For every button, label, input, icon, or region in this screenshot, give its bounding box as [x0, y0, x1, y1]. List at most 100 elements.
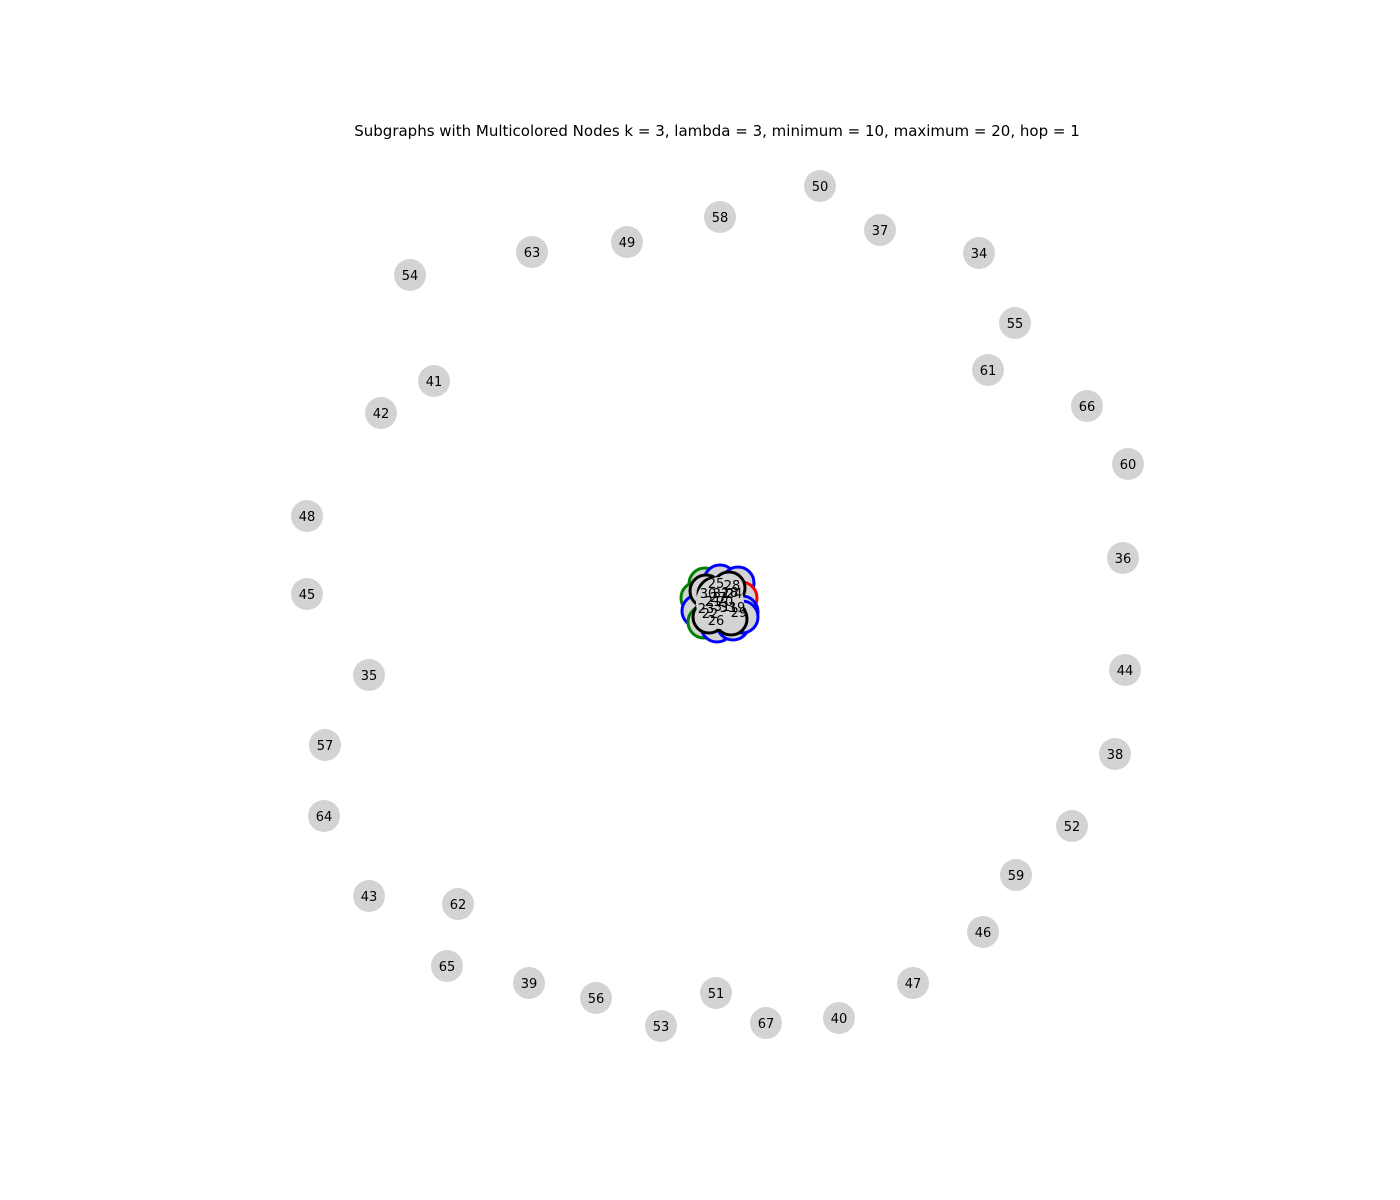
figure-title: Subgraphs with Multicolored Nodes k = 3,… [354, 122, 1080, 140]
node-circle [823, 1002, 855, 1034]
node-label: 58 [712, 211, 729, 226]
cluster-node-label-25: 25 [708, 577, 725, 592]
node-label: 53 [653, 1020, 670, 1035]
node-circle [580, 982, 612, 1014]
node-37: 37 [864, 214, 896, 246]
node-53: 53 [645, 1010, 677, 1042]
node-circle [1109, 654, 1141, 686]
node-label: 63 [524, 246, 541, 261]
node-64: 64 [308, 800, 340, 832]
node-55: 55 [999, 307, 1031, 339]
cluster-node-label-18: 18 [722, 586, 739, 601]
node-circle [516, 236, 548, 268]
node-36: 36 [1107, 542, 1139, 574]
node-41: 41 [418, 365, 450, 397]
node-35: 35 [353, 659, 385, 691]
cluster-node-label-29: 29 [731, 606, 748, 621]
node-43: 43 [353, 880, 385, 912]
node-46: 46 [967, 916, 999, 948]
node-57: 57 [309, 729, 341, 761]
node-44: 44 [1109, 654, 1141, 686]
node-52: 52 [1056, 810, 1088, 842]
node-39: 39 [513, 967, 545, 999]
node-circle [1107, 542, 1139, 574]
node-circle [1056, 810, 1088, 842]
cluster-core [696, 577, 744, 629]
node-circle [700, 977, 732, 1009]
node-label: 38 [1107, 748, 1124, 763]
node-circle [611, 226, 643, 258]
node-label: 47 [905, 977, 922, 992]
cluster-node-label-21: 21 [705, 595, 722, 610]
node-circle [750, 1007, 782, 1039]
node-circle [645, 1010, 677, 1042]
node-label: 64 [316, 810, 333, 825]
node-label: 60 [1120, 458, 1137, 473]
cluster-node-label-23: 23 [698, 602, 715, 617]
cluster-node-label-26: 26 [708, 614, 725, 629]
cluster-node-label-31: 31 [714, 600, 731, 615]
node-label: 42 [373, 407, 390, 422]
node-label: 55 [1007, 317, 1024, 332]
node-label: 54 [402, 269, 419, 284]
node-54: 54 [394, 259, 426, 291]
node-label: 57 [317, 739, 334, 754]
node-circle [999, 307, 1031, 339]
node-label: 43 [361, 890, 378, 905]
cluster-node-label-22: 22 [702, 607, 719, 622]
cluster-node-label-24: 24 [726, 587, 743, 602]
node-48: 48 [291, 500, 323, 532]
node-59: 59 [1000, 859, 1032, 891]
node-38: 38 [1099, 738, 1131, 770]
node-49: 49 [611, 226, 643, 258]
node-label: 59 [1008, 869, 1025, 884]
cluster-node-label-27: 27 [710, 591, 727, 606]
node-label: 51 [708, 987, 725, 1002]
node-63: 63 [516, 236, 548, 268]
node-circle [1099, 738, 1131, 770]
node-circle [804, 170, 836, 202]
node-circle [1071, 390, 1103, 422]
node-circle [418, 365, 450, 397]
node-circle [442, 888, 474, 920]
node-label: 44 [1117, 664, 1134, 679]
node-65: 65 [431, 950, 463, 982]
node-62: 62 [442, 888, 474, 920]
cluster-node-label-33: 33 [720, 601, 737, 616]
node-label: 65 [439, 960, 456, 975]
node-60: 60 [1112, 448, 1144, 480]
node-circle [704, 201, 736, 233]
node-label: 62 [450, 898, 467, 913]
node-58: 58 [704, 201, 736, 233]
node-label: 35 [361, 669, 378, 684]
node-circle [972, 354, 1004, 386]
node-label: 37 [872, 224, 889, 239]
node-circle [1000, 859, 1032, 891]
node-label: 50 [812, 180, 829, 195]
node-67: 67 [750, 1007, 782, 1039]
node-circle [353, 880, 385, 912]
node-label: 34 [971, 247, 988, 262]
node-circle [967, 916, 999, 948]
node-circle [291, 578, 323, 610]
node-56: 56 [580, 982, 612, 1014]
node-50: 50 [804, 170, 836, 202]
node-label: 52 [1064, 820, 1081, 835]
node-label: 41 [426, 375, 443, 390]
node-label: 46 [975, 926, 992, 941]
node-51: 51 [700, 977, 732, 1009]
cluster-node-label-19: 19 [729, 601, 746, 616]
cluster-node-label-20: 20 [717, 595, 734, 610]
node-42: 42 [365, 397, 397, 429]
node-circle [291, 500, 323, 532]
node-34: 34 [963, 237, 995, 269]
node-66: 66 [1071, 390, 1103, 422]
node-label: 39 [521, 977, 538, 992]
node-label: 45 [299, 588, 316, 603]
node-circle [897, 967, 929, 999]
node-label: 40 [831, 1012, 848, 1027]
node-label: 36 [1115, 552, 1132, 567]
node-label: 67 [758, 1017, 775, 1032]
